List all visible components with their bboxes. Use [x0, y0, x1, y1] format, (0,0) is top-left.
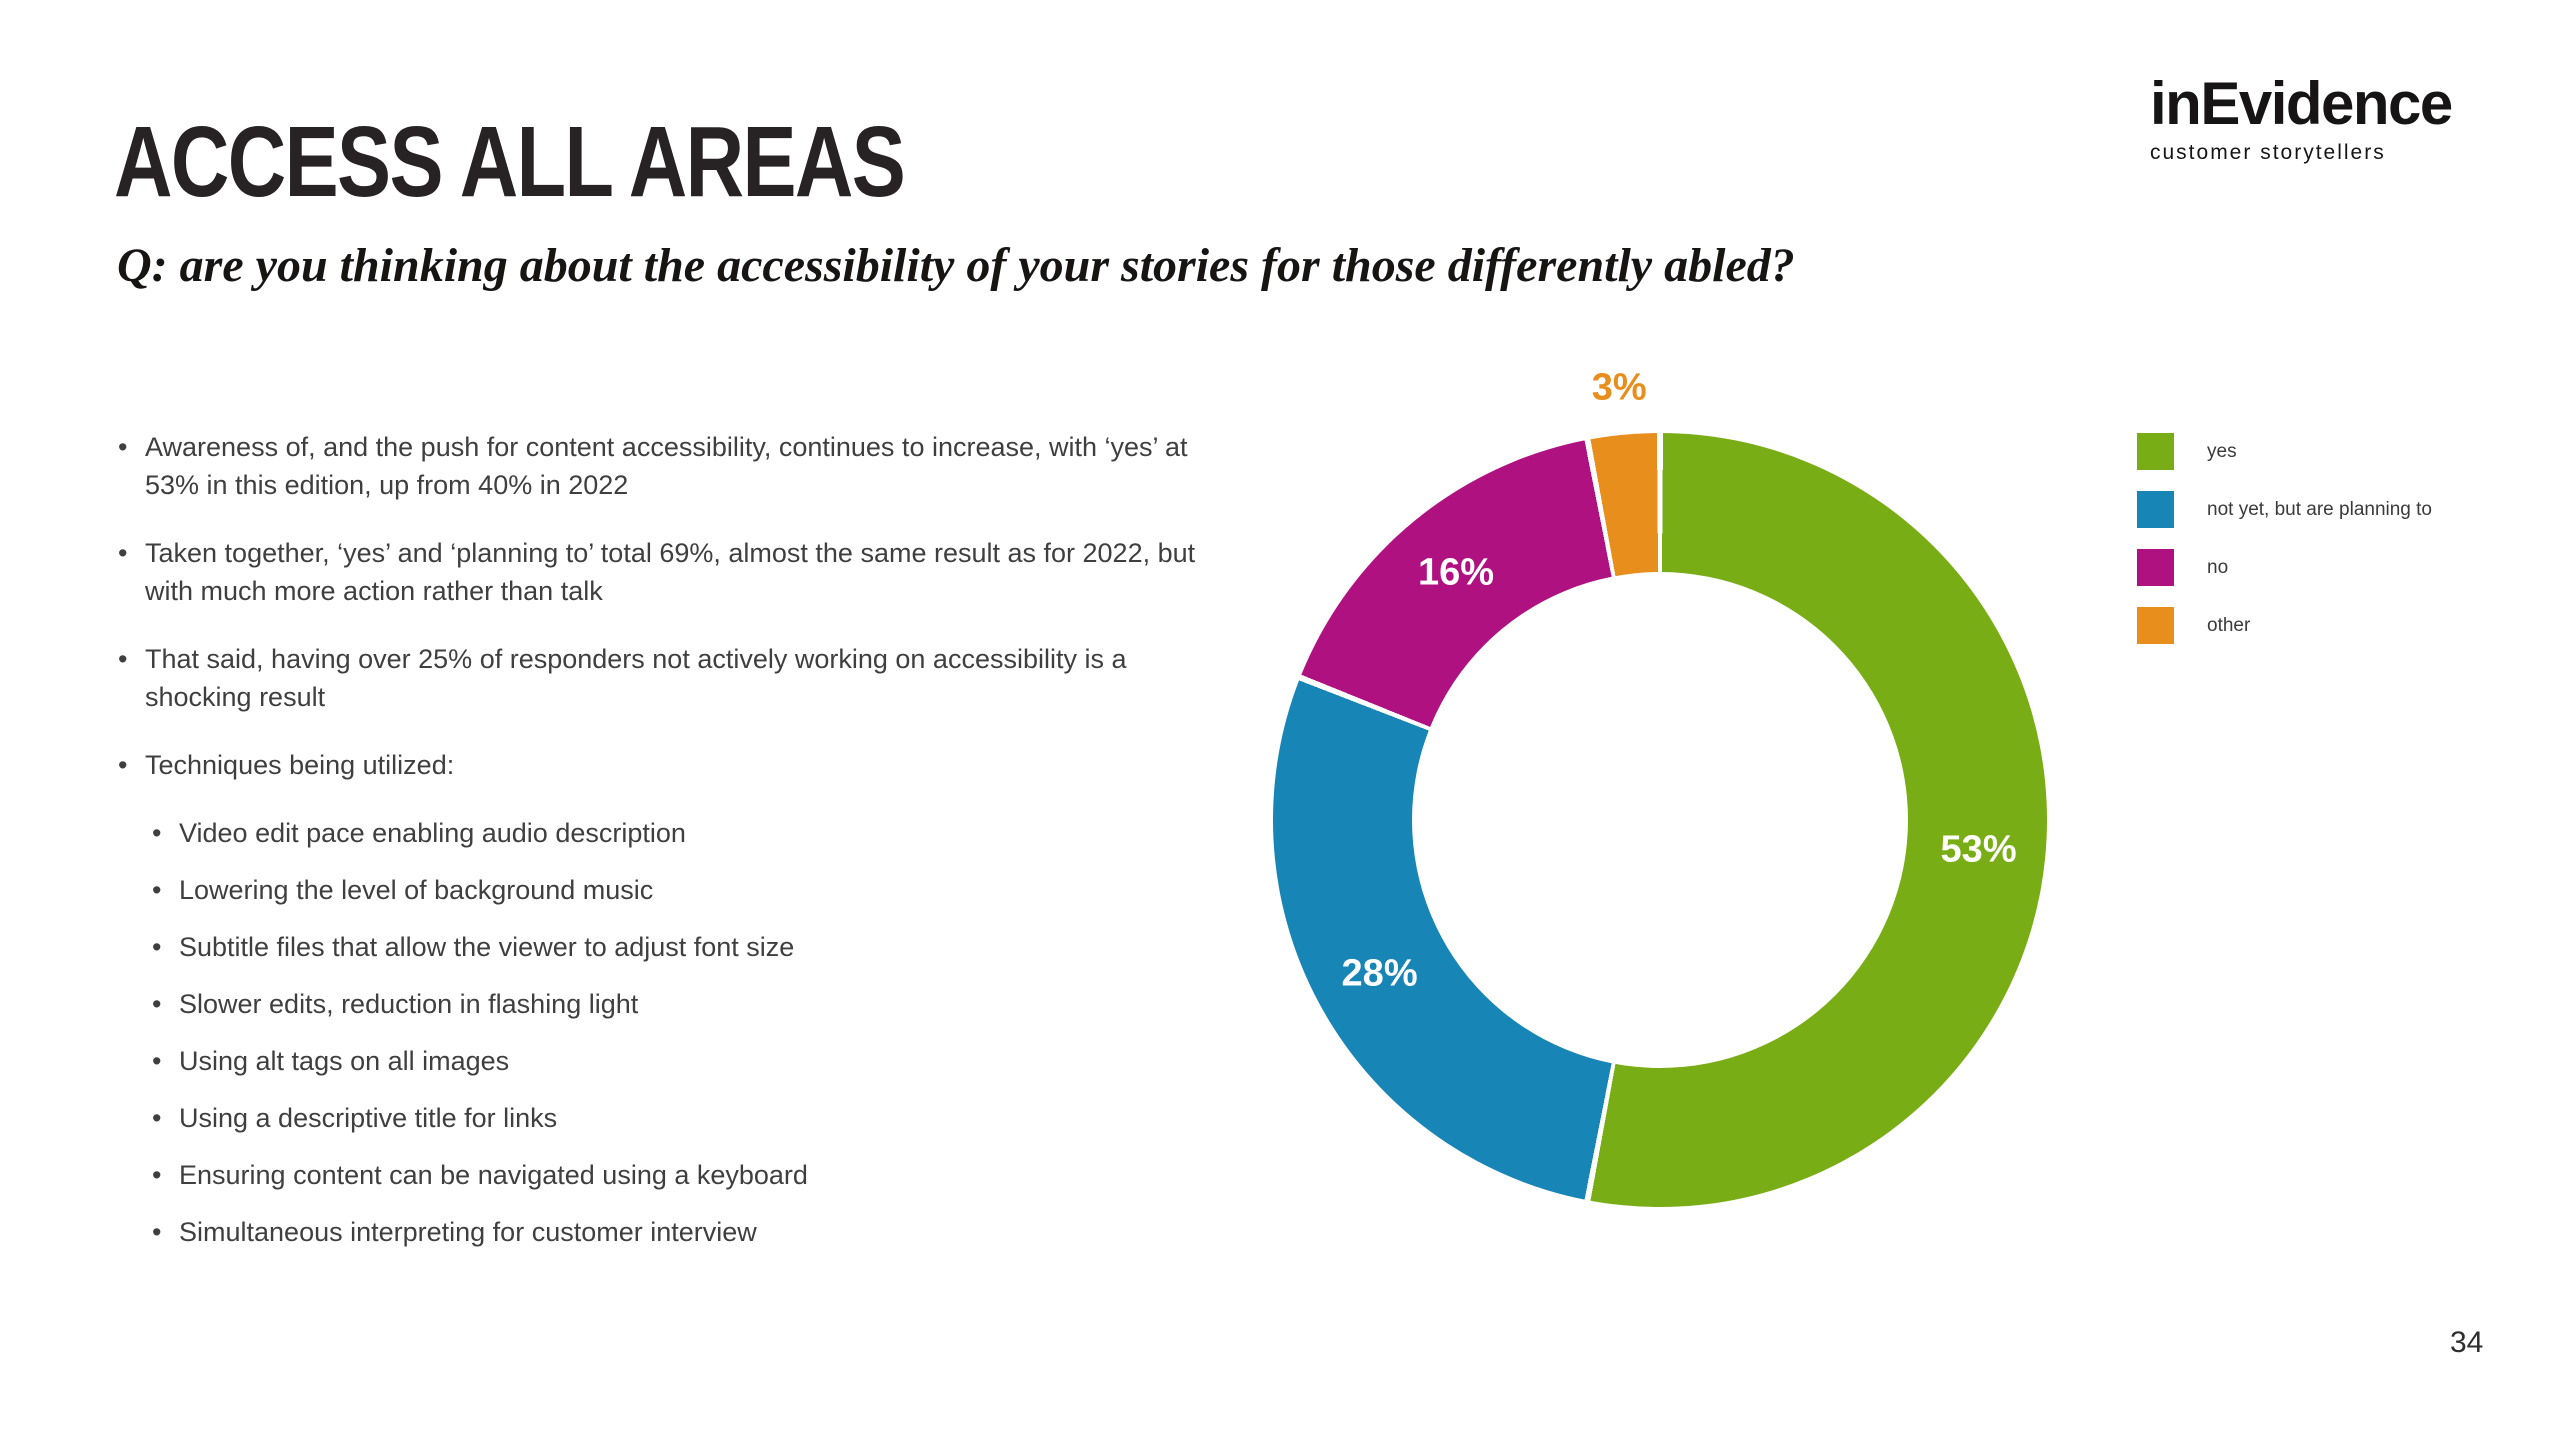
- legend-item: other: [2137, 607, 2432, 644]
- legend-color-swatch: [2137, 491, 2174, 528]
- chart-data-label: 3%: [1591, 366, 1647, 409]
- chart-data-label: 16%: [1417, 551, 1495, 594]
- sub-bullet-item: Subtitle files that allow the viewer to …: [152, 928, 1198, 966]
- bullet-item: That said, having over 25% of responders…: [118, 640, 1198, 716]
- legend-item: yes: [2137, 433, 2432, 470]
- chart-legend: yes not yet, but are planning to no othe…: [2137, 433, 2432, 644]
- logo-wordmark: inEvidence: [2150, 70, 2453, 137]
- page-number: 34: [2450, 1326, 2484, 1359]
- legend-label: no: [2207, 556, 2229, 578]
- logo-tagline: customer storytellers: [2150, 141, 2386, 164]
- legend-label: not yet, but are planning to: [2207, 498, 2432, 520]
- sub-bullet-item: Slower edits, reduction in flashing ligh…: [152, 985, 1198, 1023]
- bullet-list: Awareness of, and the push for content a…: [118, 428, 1198, 784]
- sub-bullet-list: Video edit pace enabling audio descripti…: [152, 814, 1198, 1251]
- legend-item: no: [2137, 549, 2432, 586]
- page-title: ACCESS ALL AREAS: [114, 106, 906, 218]
- legend-label: other: [2207, 614, 2251, 636]
- sub-bullet-item: Lowering the level of background music: [152, 871, 1198, 909]
- bullet-item: Techniques being utilized:: [118, 746, 1198, 784]
- legend-color-swatch: [2137, 549, 2174, 586]
- sub-bullet-item: Ensuring content can be navigated using …: [152, 1156, 1198, 1194]
- bullet-item: Taken together, ‘yes’ and ‘planning to’ …: [118, 534, 1198, 610]
- sub-bullet-item: Simultaneous interpreting for customer i…: [152, 1213, 1198, 1251]
- donut-chart-hole: [1412, 572, 1908, 1068]
- bullet-list-block: Awareness of, and the push for content a…: [118, 428, 1198, 1270]
- sub-bullet-item: Using a descriptive title for links: [152, 1099, 1198, 1137]
- bullet-item: Awareness of, and the push for content a…: [118, 428, 1198, 504]
- sub-bullet-item: Using alt tags on all images: [152, 1042, 1198, 1080]
- question-subtitle: Q: are you thinking about the accessibil…: [117, 239, 1795, 292]
- company-logo: inEvidence customer storytellers: [2150, 70, 2453, 165]
- legend-item: not yet, but are planning to: [2137, 491, 2432, 528]
- legend-label: yes: [2207, 440, 2237, 462]
- chart-data-label: 28%: [1341, 952, 1418, 995]
- sub-bullet-item: Video edit pace enabling audio descripti…: [152, 814, 1198, 852]
- legend-color-swatch: [2137, 607, 2174, 644]
- legend-color-swatch: [2137, 433, 2174, 470]
- chart-data-label: 53%: [1940, 828, 2017, 871]
